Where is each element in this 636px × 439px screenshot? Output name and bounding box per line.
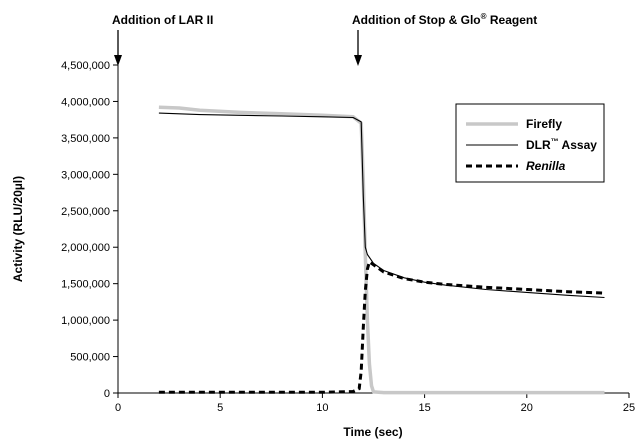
annotation-stopglo: Addition of Stop & Glo® Reagent: [352, 12, 537, 66]
x-ticks: 0 5 10 15 20 25: [115, 393, 635, 414]
x-tick-label: 20: [521, 402, 533, 414]
annotation-lar-label: Addition of LAR II: [112, 13, 213, 27]
x-tick-label: 5: [217, 402, 223, 414]
y-tick-label: 2,500,000: [61, 206, 110, 218]
annotation-stopglo-label: Addition of Stop & Glo® Reagent: [352, 12, 537, 27]
y-tick-label: 3,500,000: [61, 133, 110, 145]
y-tick-label: 4,000,000: [61, 96, 110, 108]
series-dlr-line: [158, 112, 605, 299]
legend-label-dlr-main: DLR: [526, 138, 551, 152]
y-ticks: 0 500,000 1,000,000 1,500,000 2,000,000 2,500…: [61, 60, 118, 400]
y-tick-label: 1,500,000: [61, 279, 110, 291]
annotation-stopglo-sup: ®: [481, 12, 487, 21]
x-axis-title: Time (sec): [343, 425, 402, 439]
y-tick-label: 3,000,000: [61, 169, 110, 181]
legend-box: [455, 103, 605, 183]
y-tick-label: 0: [104, 388, 110, 400]
annotation-stopglo-arrow-head: [354, 55, 362, 66]
legend-label-dlr-tail: Assay: [559, 138, 598, 152]
x-tick-label: 10: [316, 402, 328, 414]
legend-label-dlr: DLR™ Assay: [526, 137, 597, 152]
legend: Firefly DLR™ Assay Renilla: [455, 103, 605, 183]
annotation-stopglo-tail: Reagent: [487, 13, 538, 27]
series-firefly-line: [158, 105, 605, 395]
legend-label-renilla: Renilla: [526, 159, 566, 173]
x-tick-label: 25: [623, 402, 635, 414]
annotation-lar: Addition of LAR II: [112, 13, 213, 66]
y-tick-label: 2,000,000: [61, 242, 110, 254]
y-axis-title: Activity (RLU/20µl): [11, 176, 25, 282]
y-tick-label: 4,500,000: [61, 60, 110, 72]
y-tick-label: 500,000: [70, 352, 110, 364]
y-tick-label: 1,000,000: [61, 315, 110, 327]
x-tick-label: 0: [115, 402, 121, 414]
legend-label-firefly: Firefly: [526, 117, 562, 131]
x-tick-label: 15: [418, 402, 430, 414]
legend-label-dlr-sup: ™: [551, 137, 559, 146]
series-renilla-line: [158, 259, 605, 394]
annotation-stopglo-main: Addition of Stop & Glo: [352, 13, 481, 27]
annotation-lar-arrow-head: [114, 55, 122, 66]
